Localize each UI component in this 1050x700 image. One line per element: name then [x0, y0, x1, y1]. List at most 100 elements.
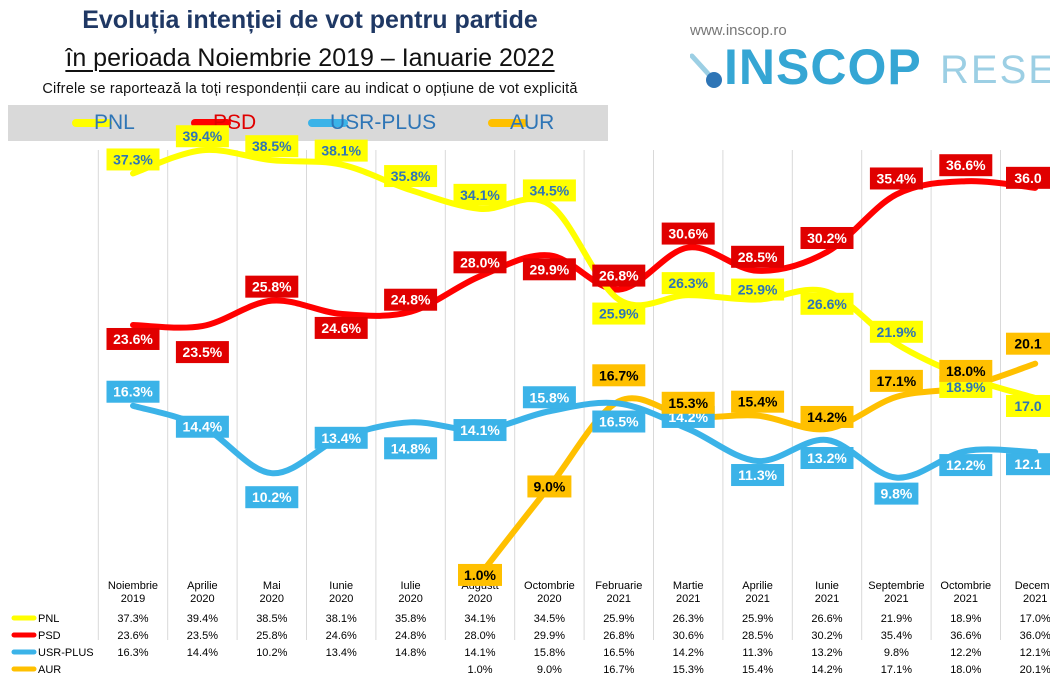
data-label-box — [731, 245, 785, 268]
table-cell: 30.2% — [811, 630, 842, 642]
data-label-aur: 18.0% — [939, 359, 993, 382]
data-label-pnl: 17.0 — [1006, 394, 1050, 417]
data-label-text: 37.3% — [113, 151, 153, 167]
table-cell: 25.9% — [742, 613, 773, 625]
table-cell: 25.9% — [603, 613, 634, 625]
data-label-pnl: 34.1% — [453, 183, 507, 206]
data-label-text: 23.5% — [183, 344, 223, 360]
data-label-pnl: 21.9% — [869, 320, 923, 343]
data-label-usr-plus: 14.8% — [384, 437, 438, 460]
x-tick-label-line: 2020 — [260, 593, 284, 605]
data-label-box — [106, 327, 160, 350]
data-label-text: 30.2% — [807, 230, 847, 246]
x-tick-label: Octombrie 2020 — [524, 580, 575, 605]
data-label-usr-plus: 13.4% — [314, 426, 368, 449]
data-label-box — [731, 390, 785, 413]
table-cell: 38.1% — [326, 613, 357, 625]
data-label-text: 15.3% — [668, 395, 708, 411]
data-label-usr-plus: 12.2% — [939, 454, 993, 477]
table-cell: 14.8% — [395, 647, 426, 659]
data-label-text: 16.3% — [113, 384, 153, 400]
data-label-text: 10.2% — [252, 489, 292, 505]
data-label-usr-plus: 14.4% — [175, 415, 229, 438]
x-tick-label: Noiembrie 2019 — [108, 580, 158, 605]
data-label-box — [453, 183, 507, 206]
data-label-usr-plus: 11.3% — [731, 464, 785, 487]
data-label-pnl: 37.3% — [106, 148, 160, 171]
data-label-box — [314, 426, 368, 449]
table-cell: 12.2% — [950, 647, 981, 659]
x-tick-label-line: Iunie — [815, 580, 839, 592]
x-tick-label: Iunie 2020 — [329, 580, 353, 605]
table-cell: 34.5% — [534, 613, 565, 625]
brand-mark-icon — [690, 53, 722, 88]
data-label-psd: 30.2% — [800, 226, 854, 249]
data-label-psd: 35.4% — [869, 167, 923, 190]
table-cell: 9.0% — [537, 664, 562, 676]
data-label-pnl: 25.9% — [731, 278, 785, 301]
data-label-text: 12.1 — [1014, 456, 1041, 472]
data-label-box — [869, 167, 923, 190]
data-label-box — [661, 272, 715, 295]
x-tick-label-line: 2021 — [1023, 593, 1047, 605]
data-label-usr-plus: 9.8% — [874, 482, 919, 505]
x-tick-label-line: Decemb — [1015, 580, 1050, 592]
data-label-box — [106, 380, 160, 403]
data-label-box — [314, 139, 368, 162]
data-label-box — [800, 405, 854, 428]
data-label-psd: 28.0% — [453, 251, 507, 274]
grid-lines — [97, 150, 1001, 640]
data-label-box — [592, 264, 646, 287]
chart-subtitle: Cifrele se raportează la toți respondenț… — [42, 81, 578, 97]
table-cell: 36.6% — [950, 630, 981, 642]
brand-url: www.inscop.ro — [690, 22, 787, 39]
data-label-psd: 24.6% — [314, 316, 368, 339]
table-cell: 9.8% — [884, 647, 909, 659]
data-label-text: 13.4% — [321, 430, 361, 446]
data-label-aur: 1.0% — [458, 563, 502, 586]
table-cell: 15.8% — [534, 647, 565, 659]
chart-legend: PNL PSD USR-PLUS AUR — [8, 105, 608, 141]
x-tick-label-line: 2020 — [537, 593, 561, 605]
data-label-box — [245, 135, 299, 158]
data-label-psd: 23.5% — [175, 341, 229, 364]
x-tick-label-line: Octombrie — [940, 580, 991, 592]
data-label-box — [522, 179, 576, 202]
legend-swatch-aur — [488, 119, 528, 127]
data-label-pnl: 34.5% — [522, 179, 576, 202]
data-label-text: 38.1% — [321, 143, 361, 159]
table-cell: 35.4% — [881, 630, 912, 642]
x-tick-label-line: 2021 — [607, 593, 631, 605]
x-tick-label-line: Noiembrie — [108, 580, 158, 592]
x-tick-label-line: 2021 — [676, 593, 700, 605]
table-cell: 16.3% — [117, 647, 148, 659]
data-label-box — [384, 288, 438, 311]
data-label-psd: 28.5% — [731, 245, 785, 268]
data-label-text: 36.0 — [1014, 170, 1041, 186]
table-cell: 11.3% — [742, 647, 773, 659]
x-tick-label: Mai 2020 — [260, 580, 284, 605]
x-tick-label: Decemb2021 — [1015, 580, 1050, 605]
x-tick-label-line: Octombrie — [524, 580, 575, 592]
data-label-box — [1006, 394, 1050, 417]
data-label-text: 26.3% — [668, 275, 708, 291]
data-label-box — [800, 226, 854, 249]
data-label-text: 26.8% — [599, 268, 639, 284]
data-label-text: 39.4% — [183, 128, 223, 144]
legend-label-usr-plus: USR-PLUS — [330, 111, 437, 134]
data-label-psd: 30.6% — [661, 222, 715, 245]
data-label-text: 24.6% — [321, 320, 361, 336]
data-label-usr-plus: 12.1 — [1006, 453, 1050, 476]
data-label-box — [661, 391, 715, 414]
data-label-text: 36.6% — [946, 157, 986, 173]
table-cell: 14.4% — [187, 647, 218, 659]
x-tick-label-line: 2019 — [121, 593, 145, 605]
data-label-box — [939, 154, 993, 177]
data-label-box — [453, 419, 507, 442]
data-label-text: 16.5% — [599, 414, 639, 430]
table-cell: 35.8% — [395, 613, 426, 625]
data-label-usr-plus: 16.3% — [106, 380, 160, 403]
table-cell: 13.4% — [326, 647, 357, 659]
table-cell: 15.3% — [673, 664, 704, 676]
